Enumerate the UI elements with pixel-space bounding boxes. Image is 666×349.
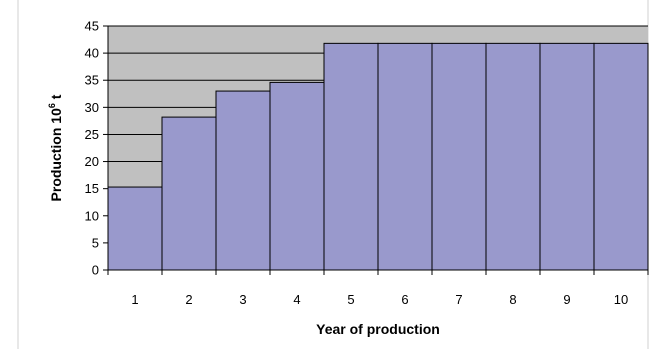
bars [107,42,649,271]
y-tick-labels: 0 5 10 15 20 25 30 35 40 45 [85,19,99,278]
y-axis-title-suffix: t [48,94,64,103]
x-tick-label: 1 [131,292,138,307]
y-tick-label: 25 [85,127,99,142]
axes [103,25,649,275]
y-tick-label: 10 [85,208,99,223]
y-tick-label: 15 [85,181,99,196]
y-tick-label: 35 [85,73,99,88]
y-axis-title: Production 106 t [47,94,64,201]
x-tick-labels: 1 2 3 4 5 6 7 8 9 10 [131,292,628,307]
x-tick-label: 9 [563,292,570,307]
x-tick-label: 3 [239,292,246,307]
y-tick-label: 30 [85,100,99,115]
bar-year-3 [215,90,271,271]
bar-year-10 [593,42,649,271]
bar-year-6 [377,42,433,271]
bar-year-2 [161,116,217,271]
x-tick-label: 6 [401,292,408,307]
y-axis-title-superscript: 6 [47,103,57,108]
y-axis-title-main: Production 10 [48,108,64,202]
bar-year-9 [539,42,595,271]
x-tick-label: 2 [185,292,192,307]
x-tick-label: 10 [614,292,628,307]
x-tick-label: 5 [347,292,354,307]
y-tick-label: 20 [85,154,99,169]
bar-year-5 [323,42,379,271]
y-tick-label: 45 [85,19,99,34]
bar-year-7 [431,42,487,271]
x-tick-label: 4 [293,292,300,307]
y-tick-label: 5 [92,235,99,250]
bar-year-4 [269,81,325,271]
x-tick-label: 8 [509,292,516,307]
x-axis-title: Year of production [316,321,440,337]
y-tick-label: 40 [85,46,99,61]
x-tick-label: 7 [455,292,462,307]
bar-year-8 [485,42,541,271]
bar-year-1 [107,186,163,271]
y-tick-label: 0 [92,263,99,278]
